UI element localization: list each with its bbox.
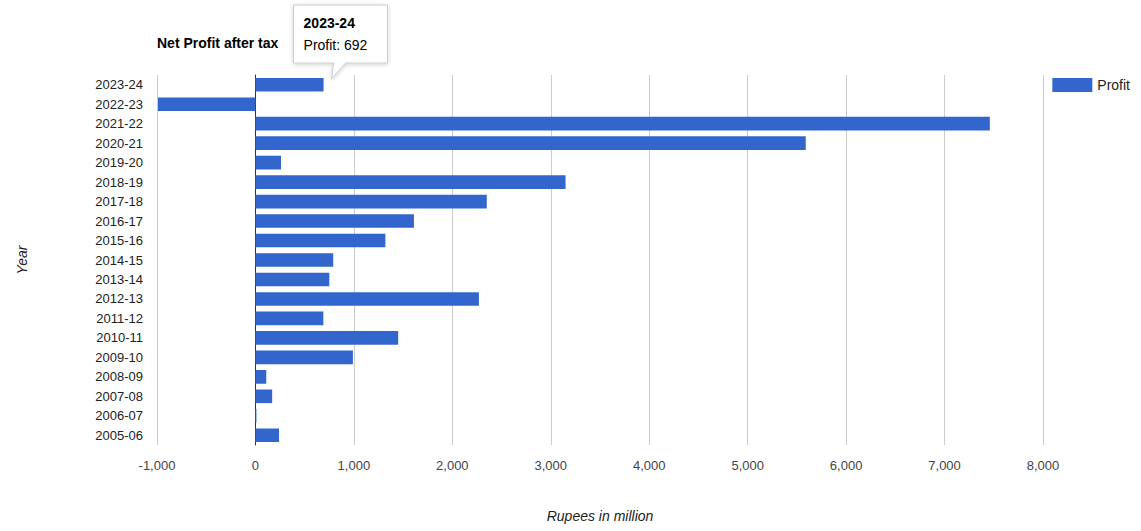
svg-text:2013-14: 2013-14 — [95, 272, 143, 287]
svg-text:Net Profit after tax: Net Profit after tax — [157, 35, 279, 51]
svg-text:8,000: 8,000 — [1027, 458, 1060, 473]
svg-text:2021-22: 2021-22 — [95, 116, 143, 131]
svg-text:4,000: 4,000 — [633, 458, 666, 473]
svg-text:2014-15: 2014-15 — [95, 253, 143, 268]
svg-text:2005-06: 2005-06 — [95, 428, 143, 443]
svg-text:2016-17: 2016-17 — [95, 214, 143, 229]
svg-text:Profit: Profit — [1097, 77, 1130, 93]
svg-text:2020-21: 2020-21 — [95, 136, 143, 151]
svg-text:2022-23: 2022-23 — [95, 97, 143, 112]
svg-text:1,000: 1,000 — [338, 458, 371, 473]
svg-text:0: 0 — [252, 458, 259, 473]
svg-text:2,000: 2,000 — [436, 458, 469, 473]
svg-text:2009-10: 2009-10 — [95, 350, 143, 365]
svg-text:3,000: 3,000 — [535, 458, 568, 473]
svg-text:2018-19: 2018-19 — [95, 175, 143, 190]
svg-text:Year: Year — [14, 244, 30, 274]
svg-text:2019-20: 2019-20 — [95, 155, 143, 170]
svg-text:5,000: 5,000 — [731, 458, 764, 473]
svg-text:Profit: 692: Profit: 692 — [304, 37, 368, 53]
svg-text:2012-13: 2012-13 — [95, 291, 143, 306]
svg-text:2006-07: 2006-07 — [95, 408, 143, 423]
svg-text:2008-09: 2008-09 — [95, 369, 143, 384]
svg-text:7,000: 7,000 — [928, 458, 961, 473]
svg-text:2011-12: 2011-12 — [96, 311, 143, 326]
svg-text:6,000: 6,000 — [830, 458, 863, 473]
svg-text:2010-11: 2010-11 — [96, 330, 143, 345]
svg-text:-1,000: -1,000 — [139, 458, 176, 473]
svg-text:2023-24: 2023-24 — [304, 15, 356, 31]
svg-text:2007-08: 2007-08 — [95, 389, 143, 404]
svg-text:2017-18: 2017-18 — [95, 194, 143, 209]
svg-text:Rupees in million: Rupees in million — [547, 508, 654, 524]
svg-text:2023-24: 2023-24 — [95, 77, 143, 92]
svg-text:2015-16: 2015-16 — [95, 233, 143, 248]
